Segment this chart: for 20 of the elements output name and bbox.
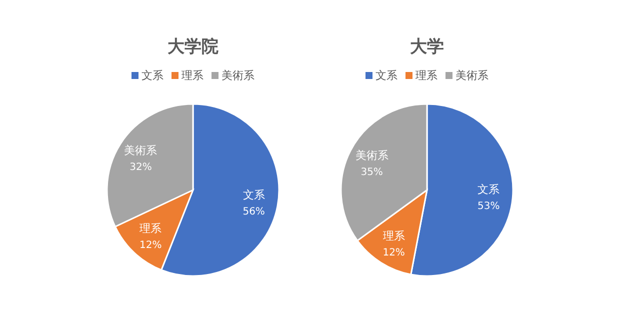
data-label: 56% xyxy=(242,206,265,218)
slice-label: 文系 xyxy=(242,188,265,202)
data-label: 12% xyxy=(382,247,405,258)
legend-label: 美術系 xyxy=(456,69,488,82)
legend-label: 美術系 xyxy=(222,69,254,82)
data-label: 35% xyxy=(360,166,383,178)
slice-label: 理系 xyxy=(382,229,405,242)
legend-label: 文系 xyxy=(376,69,398,82)
slice-label: 美術系 xyxy=(355,148,388,162)
data-label: 53% xyxy=(478,200,500,212)
chart-title: 大学 xyxy=(410,37,444,57)
legend-label: 理系 xyxy=(416,69,438,82)
legend-label: 文系 xyxy=(142,69,164,82)
chart-title: 大学院 xyxy=(168,37,218,57)
slice-label: 理系 xyxy=(140,222,162,236)
slice-label: 文系 xyxy=(478,182,500,196)
data-label: 12% xyxy=(139,240,162,252)
data-label: 32% xyxy=(130,162,152,173)
legend-label: 理系 xyxy=(182,69,204,82)
slice-label: 美術系 xyxy=(124,144,158,157)
